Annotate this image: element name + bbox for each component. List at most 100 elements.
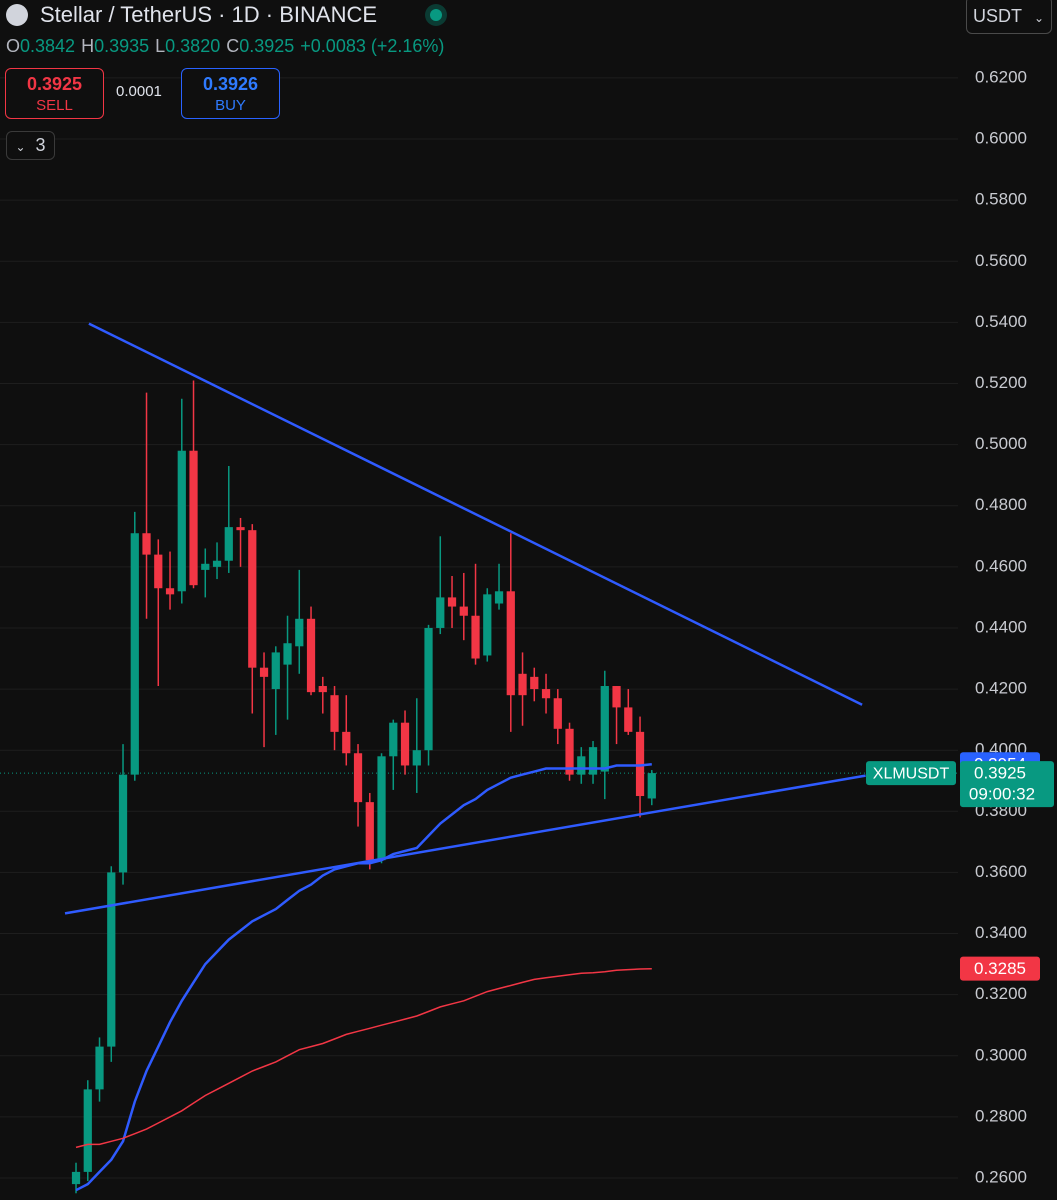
y-tick-label: 0.5000: [975, 434, 1027, 453]
candle-body: [271, 652, 280, 690]
candle-body: [530, 676, 539, 690]
y-tick-label: 0.5800: [975, 190, 1027, 209]
moving-average: [75, 762, 652, 1192]
candle-body: [165, 588, 175, 595]
chevron: ⌄: [1034, 11, 1045, 25]
candle-body: [600, 686, 609, 772]
candle-body: [377, 756, 386, 861]
sell-label: SELL: [36, 97, 73, 114]
candle-body: [189, 450, 198, 586]
candle-body: [177, 450, 186, 592]
candle-body: [400, 722, 410, 766]
ohlc-row: O0.3842 H0.3935 L0.3820 C0.3925 +0.0083 (+2.…: [6, 36, 450, 57]
candle-body: [130, 533, 139, 775]
y-tick-label: 0.3000: [975, 1045, 1027, 1064]
y-tick-label: 0.6000: [975, 129, 1027, 148]
candle-body: [483, 594, 492, 656]
candle-body: [577, 756, 586, 775]
y-tick-label: 0.4200: [975, 679, 1027, 698]
y-tick-label: 0.4600: [975, 556, 1027, 575]
y-tick-label: 0.3600: [975, 862, 1027, 881]
market-status: [430, 9, 442, 21]
candle-body: [71, 1171, 81, 1185]
candle-body: [471, 615, 480, 659]
candle-body: [306, 618, 316, 693]
sell-button[interactable]: 0.3925 SELL: [5, 68, 104, 119]
currency-select[interactable]: USDT ⌄: [966, 0, 1052, 34]
candle-body: [588, 747, 598, 775]
candle-body: [518, 673, 527, 696]
candle-body: [83, 1089, 92, 1172]
candle-body: [553, 698, 562, 729]
candle-body: [201, 563, 210, 570]
y-tick-label: 0.2600: [975, 1167, 1027, 1186]
candle-body: [494, 591, 504, 604]
y-tick-label: 0.2800: [975, 1106, 1027, 1125]
candle-body: [459, 606, 468, 616]
countdown: 09:00:32: [969, 785, 1035, 804]
price-label-box: [960, 956, 1040, 981]
last-price-label: 0.3925: [974, 764, 1026, 783]
candle-body: [259, 667, 269, 677]
candle-body: [541, 689, 551, 699]
change: +0.0083 (+2.16%): [300, 36, 445, 56]
ohlc-value: 0.3925: [239, 36, 295, 56]
candle-body: [424, 627, 433, 751]
trendline: [88, 322, 863, 706]
currency: USDT: [973, 6, 1022, 26]
candle-body: [342, 731, 351, 754]
ohlc-value: 0.3935: [94, 36, 150, 56]
trendline: [64, 774, 866, 915]
candle-body: [365, 802, 374, 861]
buy-price: 0.3926: [202, 74, 259, 94]
symbol-title[interactable]: Stellar / TetherUS · 1D · BINANCE: [40, 2, 378, 27]
candle-body: [506, 591, 515, 696]
ohlc-value: 0.3842: [20, 36, 76, 56]
candle-body: [330, 695, 339, 732]
indicators-toggle[interactable]: ⌄ 3: [6, 131, 55, 160]
y-tick-label: 0.3400: [975, 923, 1027, 942]
candle-body: [283, 643, 292, 665]
candle-body: [236, 527, 245, 531]
candle-body: [447, 597, 457, 607]
candle-body: [154, 554, 163, 589]
candle-body: [389, 722, 398, 757]
candle-body: [436, 597, 445, 628]
candle-body: [224, 527, 233, 561]
candle-body: [353, 753, 363, 803]
indicator-count: 3: [35, 135, 46, 155]
ohlc-key: C: [226, 36, 240, 56]
y-tick-label: 0.3200: [975, 984, 1027, 1003]
y-tick-label: 0.4400: [975, 617, 1027, 636]
candle-body: [107, 872, 116, 1047]
candle-body: [624, 707, 633, 732]
candle-body: [647, 773, 656, 799]
symbol-icon: [6, 4, 28, 26]
y-tick-label: 0.5600: [975, 251, 1027, 270]
last-price-box: [960, 761, 1054, 808]
price-label: 0.3285: [974, 959, 1026, 978]
ohlc-value: 0.3820: [165, 36, 221, 56]
ohlc-key: L: [155, 36, 166, 56]
moving-average: [75, 967, 652, 1149]
candle-body: [612, 686, 621, 708]
symbol-label-box: [866, 761, 956, 786]
y-tick-label: 0.4800: [975, 495, 1027, 514]
spread: 0.0001: [116, 83, 162, 100]
candle-body: [412, 750, 421, 766]
chevron: ⌄: [15, 140, 26, 154]
candle-body: [118, 774, 128, 873]
symbol-label: XLMUSDT: [873, 765, 950, 782]
buy-button[interactable]: 0.3926 BUY: [181, 68, 280, 119]
candle-body: [635, 731, 645, 797]
candle-body: [318, 686, 327, 693]
buy-label: BUY: [215, 97, 246, 114]
candle-body: [295, 618, 304, 647]
candle-body: [212, 560, 222, 567]
ohlc-key: H: [81, 36, 95, 56]
ohlc-key: O: [6, 36, 21, 56]
y-tick-label: 0.5400: [975, 312, 1027, 331]
candle-body: [95, 1046, 104, 1090]
